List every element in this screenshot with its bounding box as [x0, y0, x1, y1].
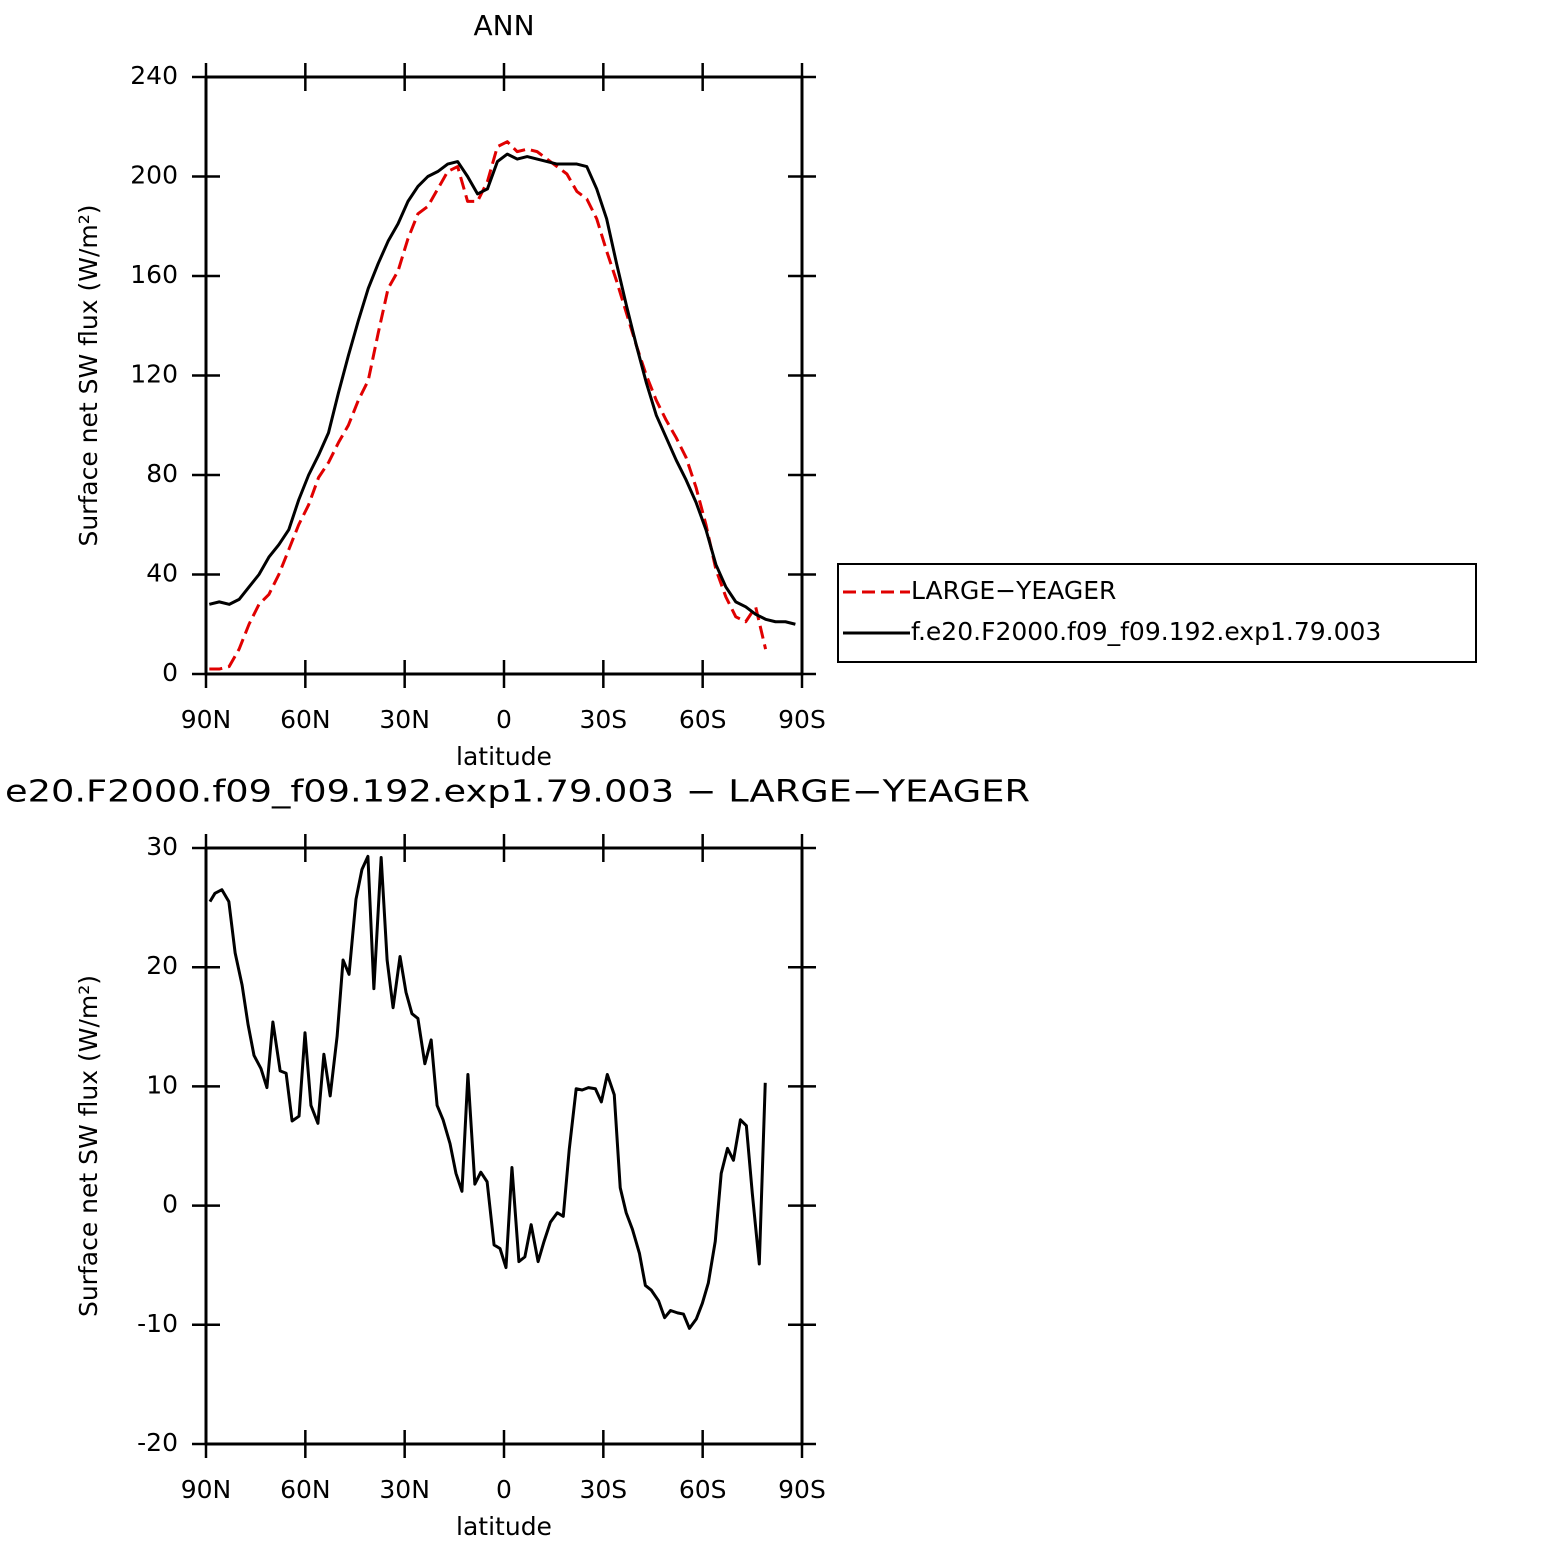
chart-title: ANN	[473, 9, 534, 42]
x-axis-label: latitude	[456, 1512, 552, 1541]
y-tick-label: 10	[146, 1070, 178, 1099]
legend-label: f.e20.F2000.f09_f09.192.exp1.79.003	[911, 617, 1381, 646]
x-tick-label: 60S	[679, 705, 727, 734]
legend-label: LARGE−YEAGER	[911, 576, 1116, 605]
data-line	[208, 152, 796, 626]
x-tick-label: 90S	[778, 1475, 826, 1504]
y-axis-label: Surface net SW flux (W/m²)	[74, 975, 103, 1317]
y-tick-label: 160	[130, 260, 178, 289]
x-tick-label: 90S	[778, 705, 826, 734]
y-tick-label: 200	[130, 161, 178, 190]
data-line	[208, 854, 767, 1330]
x-tick-label: 0	[496, 705, 512, 734]
y-tick-label: 240	[130, 61, 178, 90]
x-tick-label: 30S	[579, 705, 627, 734]
x-tick-label: 90N	[181, 705, 232, 734]
y-axis-label: Surface net SW flux (W/m²)	[74, 204, 103, 546]
x-tick-label: 30N	[379, 705, 430, 734]
x-tick-label: 60N	[280, 1475, 331, 1504]
x-axis-label: latitude	[456, 742, 552, 771]
y-tick-label: 120	[130, 360, 178, 389]
y-tick-label: 30	[146, 832, 178, 861]
x-tick-label: 30S	[579, 1475, 627, 1504]
data-line	[209, 140, 768, 671]
x-tick-label: 90N	[181, 1475, 232, 1504]
y-tick-label: 80	[146, 459, 178, 488]
x-tick-label: 0	[496, 1475, 512, 1504]
y-tick-label: 20	[146, 951, 178, 980]
plot-frame	[204, 75, 804, 676]
y-tick-label: 40	[146, 559, 178, 588]
y-tick-label: 0	[162, 658, 178, 687]
x-tick-label: 30N	[379, 1475, 430, 1504]
plot-frame	[204, 846, 804, 1446]
y-tick-label: 0	[162, 1190, 178, 1219]
legend-box	[837, 563, 1477, 663]
x-tick-label: 60S	[679, 1475, 727, 1504]
chart-title: e20.F2000.f09_f09.192.exp1.79.003 − LARG…	[5, 775, 1030, 810]
y-tick-label: -20	[137, 1428, 178, 1457]
x-tick-label: 60N	[280, 705, 331, 734]
y-tick-label: -10	[137, 1309, 178, 1338]
